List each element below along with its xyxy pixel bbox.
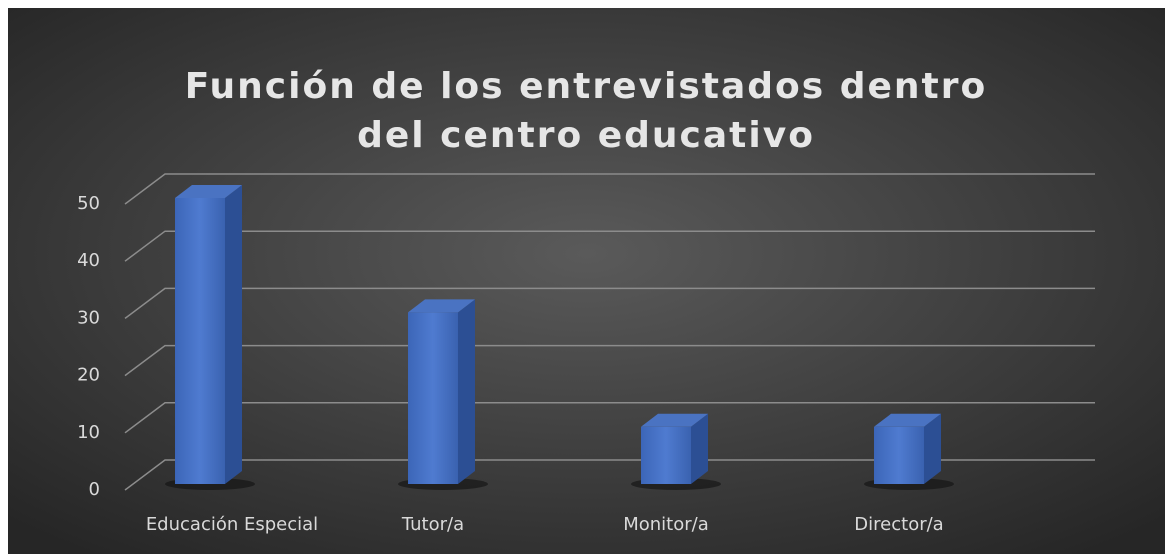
bar — [874, 426, 924, 484]
chart-title: Función de los entrevistados dentro del c… — [185, 66, 988, 156]
grid-line — [124, 459, 1095, 491]
bar-side — [691, 413, 708, 484]
x-tick-label: Educación Especial — [146, 514, 318, 535]
grid-line — [124, 402, 1095, 434]
bar-top — [175, 185, 242, 198]
y-tick-label: 50 — [77, 193, 100, 214]
y-tick-label: 0 — [89, 479, 100, 500]
bar — [175, 198, 225, 484]
grid-line — [124, 230, 1095, 262]
y-tick-label: 10 — [77, 422, 100, 443]
bar — [408, 312, 458, 484]
y-tick-label: 30 — [77, 307, 100, 328]
bar-top — [874, 413, 941, 427]
grid-line — [124, 287, 1095, 319]
bar — [641, 426, 691, 484]
y-tick-label: 20 — [77, 365, 100, 386]
y-tick-label: 40 — [77, 250, 100, 271]
x-tick-label: Monitor/a — [623, 514, 709, 535]
bar-side — [458, 299, 475, 484]
x-tick-label: Tutor/a — [401, 514, 464, 535]
grid-line — [124, 344, 1095, 377]
bar-top — [641, 413, 708, 427]
bar-side — [225, 185, 242, 484]
bar-top — [408, 299, 475, 313]
grid-line — [124, 173, 1095, 205]
bar-side — [924, 413, 941, 484]
x-tick-label: Director/a — [854, 514, 943, 535]
